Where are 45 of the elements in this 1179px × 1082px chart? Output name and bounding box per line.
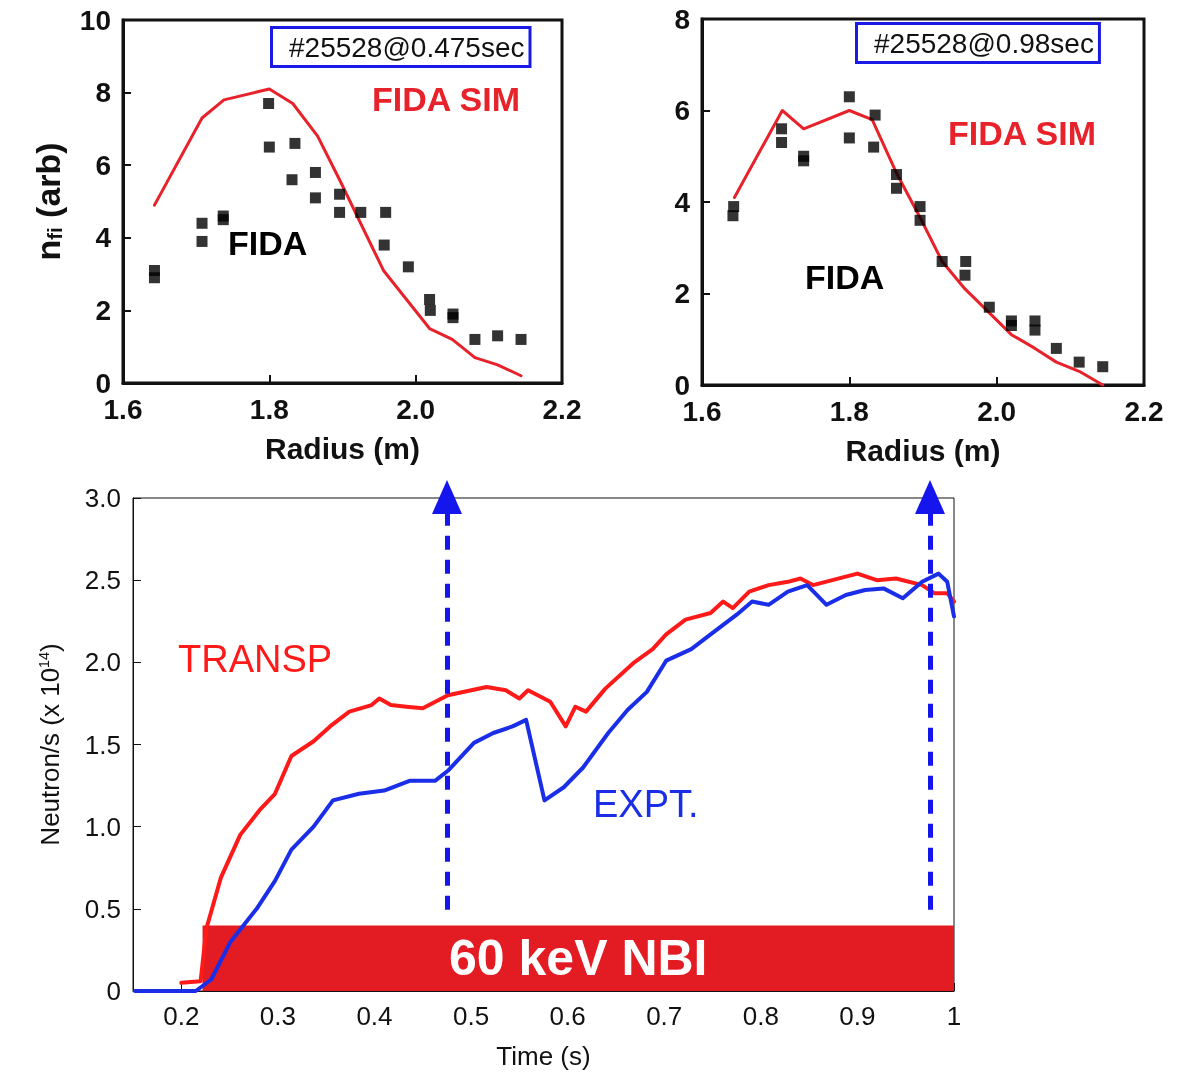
series-label: EXPT. bbox=[593, 783, 699, 825]
x-tick-label: 0.6 bbox=[549, 1001, 586, 1031]
y-tick-label: 0 bbox=[106, 976, 121, 1006]
y-tick-label: 1.5 bbox=[84, 729, 121, 760]
y-tick-label: 3.0 bbox=[84, 483, 121, 513]
y-tick-label: 2.5 bbox=[84, 565, 121, 596]
x-tick-label: 2.2 bbox=[1124, 395, 1164, 427]
y-tick-label: 2.0 bbox=[84, 647, 121, 678]
x-tick-label: 0.8 bbox=[742, 1001, 779, 1031]
y-tick-label: 2 bbox=[95, 294, 111, 326]
x-tick-label: 0.7 bbox=[646, 1001, 683, 1031]
y-tick-label: 6 bbox=[674, 95, 690, 126]
series-label: TRANSP bbox=[178, 638, 333, 680]
x-axis-title: Time (s) bbox=[496, 1041, 591, 1071]
x-tick-label: 2.2 bbox=[542, 393, 582, 425]
y-axis-title: nfi (arb) bbox=[29, 142, 67, 261]
series-label: FIDA bbox=[805, 258, 885, 296]
y-axis-title: Neutron/s (x 1014) bbox=[35, 643, 65, 846]
y-tick-label: 4 bbox=[674, 186, 691, 218]
x-axis-title: Radius (m) bbox=[845, 433, 1001, 467]
x-tick-label: 1.8 bbox=[829, 395, 869, 427]
x-axis-title: Radius (m) bbox=[264, 431, 421, 465]
x-tick-label: 0.5 bbox=[452, 1001, 490, 1031]
y-tick-label: 10 bbox=[79, 4, 111, 36]
y-tick-label: 0.5 bbox=[84, 893, 121, 924]
x-tick-label: 0.2 bbox=[163, 1001, 200, 1031]
x-tick-label: 2.0 bbox=[977, 395, 1017, 427]
x-tick-label: 0.3 bbox=[259, 1001, 296, 1031]
y-tick-label: 8 bbox=[95, 77, 111, 109]
y-tick-label: 6 bbox=[95, 149, 111, 181]
series-label: FIDA SIM bbox=[372, 80, 520, 118]
y-tick-label: 2 bbox=[674, 278, 690, 309]
series-label: FIDA SIM bbox=[948, 114, 1096, 152]
y-tick-label: 8 bbox=[674, 3, 690, 35]
y-tick-label: 4 bbox=[95, 222, 112, 254]
x-tick-label: 1.8 bbox=[249, 393, 289, 425]
x-tick-label: 2.0 bbox=[396, 393, 436, 425]
series-label: FIDA bbox=[228, 224, 308, 262]
x-tick-label: 0.9 bbox=[839, 1001, 876, 1031]
annotation: #25528@0.98sec bbox=[874, 27, 1094, 59]
annotation: #25528@0.475sec bbox=[289, 31, 525, 63]
x-tick-label: 0.4 bbox=[356, 1001, 393, 1031]
band-label: 60 keV NBI bbox=[449, 930, 708, 987]
x-tick-label: 1 bbox=[946, 1001, 962, 1031]
y-tick-label: 1.0 bbox=[84, 811, 121, 842]
